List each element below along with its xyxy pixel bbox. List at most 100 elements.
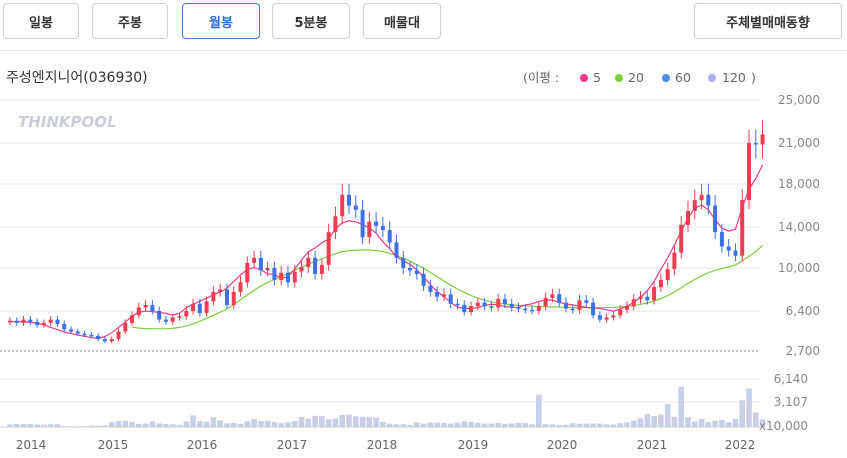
volume-bar	[244, 421, 251, 427]
candle-body	[489, 306, 494, 308]
investor-trend-button[interactable]: 주체별매매동향	[694, 3, 842, 39]
volume-bar	[339, 415, 345, 427]
volume-bar	[312, 415, 318, 427]
volume-tick-label: x10,000	[759, 419, 808, 433]
candle-body	[252, 257, 257, 263]
volume-bar	[407, 425, 413, 427]
legend-ma60-dot	[662, 74, 670, 82]
volume-bar	[95, 425, 101, 427]
volume-bar	[346, 414, 352, 427]
volume-axis: 6,140 3,107 x10,000	[759, 372, 808, 433]
candle-body	[218, 289, 223, 292]
volume-bar	[732, 419, 739, 427]
candle-body	[421, 274, 426, 286]
candle-body	[286, 272, 290, 283]
candle-body	[313, 257, 318, 274]
candle-body	[401, 257, 406, 269]
volume-bar	[217, 420, 223, 427]
volume-bar	[447, 423, 454, 427]
tab-daily[interactable]: 일봉	[3, 3, 79, 39]
candle-body	[475, 302, 480, 307]
volume-bar	[298, 416, 305, 427]
candle-body	[96, 335, 101, 340]
volume-bar	[34, 424, 40, 427]
volume-bar	[610, 424, 617, 427]
candle-body	[414, 270, 419, 274]
grid	[0, 99, 760, 428]
candle-body	[75, 331, 80, 334]
price-tick-label: 14,000	[778, 220, 820, 234]
volume-bar	[190, 415, 196, 427]
tab-weekly[interactable]: 주봉	[92, 3, 168, 39]
volume-bar	[230, 422, 237, 427]
candle-body	[150, 305, 155, 311]
volume-tick-label: 3,107	[774, 395, 808, 409]
volume-bar	[563, 424, 569, 427]
volume-bar	[68, 426, 74, 427]
candle-body	[672, 252, 677, 270]
year-label: 2016	[187, 438, 218, 452]
tab-volume-profile[interactable]: 매물대	[363, 3, 441, 39]
volume-bar	[237, 423, 244, 427]
candle-body	[299, 267, 304, 272]
candle-body	[258, 257, 263, 271]
candle-body	[82, 333, 87, 336]
legend-prefix: (이평 :	[523, 70, 559, 85]
candle-body	[109, 339, 114, 342]
tab-monthly[interactable]: 월봉	[182, 3, 260, 39]
moving-average-legend: (이평 : 5 20 60 120 )	[523, 70, 756, 85]
candle-body	[706, 194, 711, 206]
volume-bar	[617, 423, 623, 427]
price-tick-label: 25,000	[778, 93, 820, 107]
candle-body	[394, 242, 399, 258]
candle-body	[35, 321, 40, 325]
volume-bar	[420, 423, 427, 427]
candle-body	[536, 306, 541, 311]
candle-body	[367, 221, 372, 238]
tab-5min[interactable]: 5분봉	[272, 3, 350, 39]
volume-bar	[129, 421, 135, 427]
candle-body	[638, 296, 643, 300]
candle-body	[665, 269, 670, 280]
moving-average-lines	[9, 164, 764, 340]
price-tick-label: 2,700	[786, 344, 820, 358]
candle-body	[604, 317, 609, 320]
candle-body	[584, 300, 589, 303]
volume-bar	[671, 416, 678, 427]
volume-bar	[536, 394, 542, 427]
candle-body	[319, 264, 324, 274]
volume-bar	[624, 422, 630, 427]
candle-body	[14, 320, 19, 323]
volume-bar	[461, 421, 468, 427]
candle-body	[462, 305, 467, 313]
stock-chart[interactable]: 주성엔지니어(036930) THINKPOOL (이평 : 5 20 60 1…	[0, 51, 847, 458]
legend-ma5-label: 5	[593, 70, 601, 85]
volume-bar	[264, 420, 271, 427]
candle-body	[353, 205, 358, 210]
candle-body	[719, 232, 724, 247]
volume-bar	[529, 424, 535, 427]
volume-bar	[224, 423, 230, 427]
candle-body	[509, 303, 514, 308]
candle-body	[204, 301, 209, 314]
period-tab-bar: 일봉 주봉 월봉 5분봉 매물대 주체별매매동향	[0, 0, 847, 44]
candle-body	[41, 322, 46, 326]
candle-body	[347, 194, 351, 206]
volume-bar	[692, 421, 698, 427]
candle-body	[333, 216, 338, 233]
candle-body	[326, 232, 331, 265]
candle-body	[611, 315, 616, 318]
volume-bar	[75, 426, 81, 427]
candle-body	[69, 329, 73, 332]
volume-bar	[108, 422, 115, 427]
year-label: 2018	[367, 438, 398, 452]
volume-bar	[522, 423, 529, 427]
volume-bar	[102, 425, 108, 427]
candle-body	[652, 287, 657, 301]
volume-bar	[61, 426, 67, 427]
candle-body	[448, 294, 453, 304]
candle-body	[692, 200, 697, 211]
volume-bar	[637, 418, 644, 427]
price-tick-label: 18,000	[778, 177, 820, 191]
volume-tick-label: 6,140	[774, 372, 808, 386]
